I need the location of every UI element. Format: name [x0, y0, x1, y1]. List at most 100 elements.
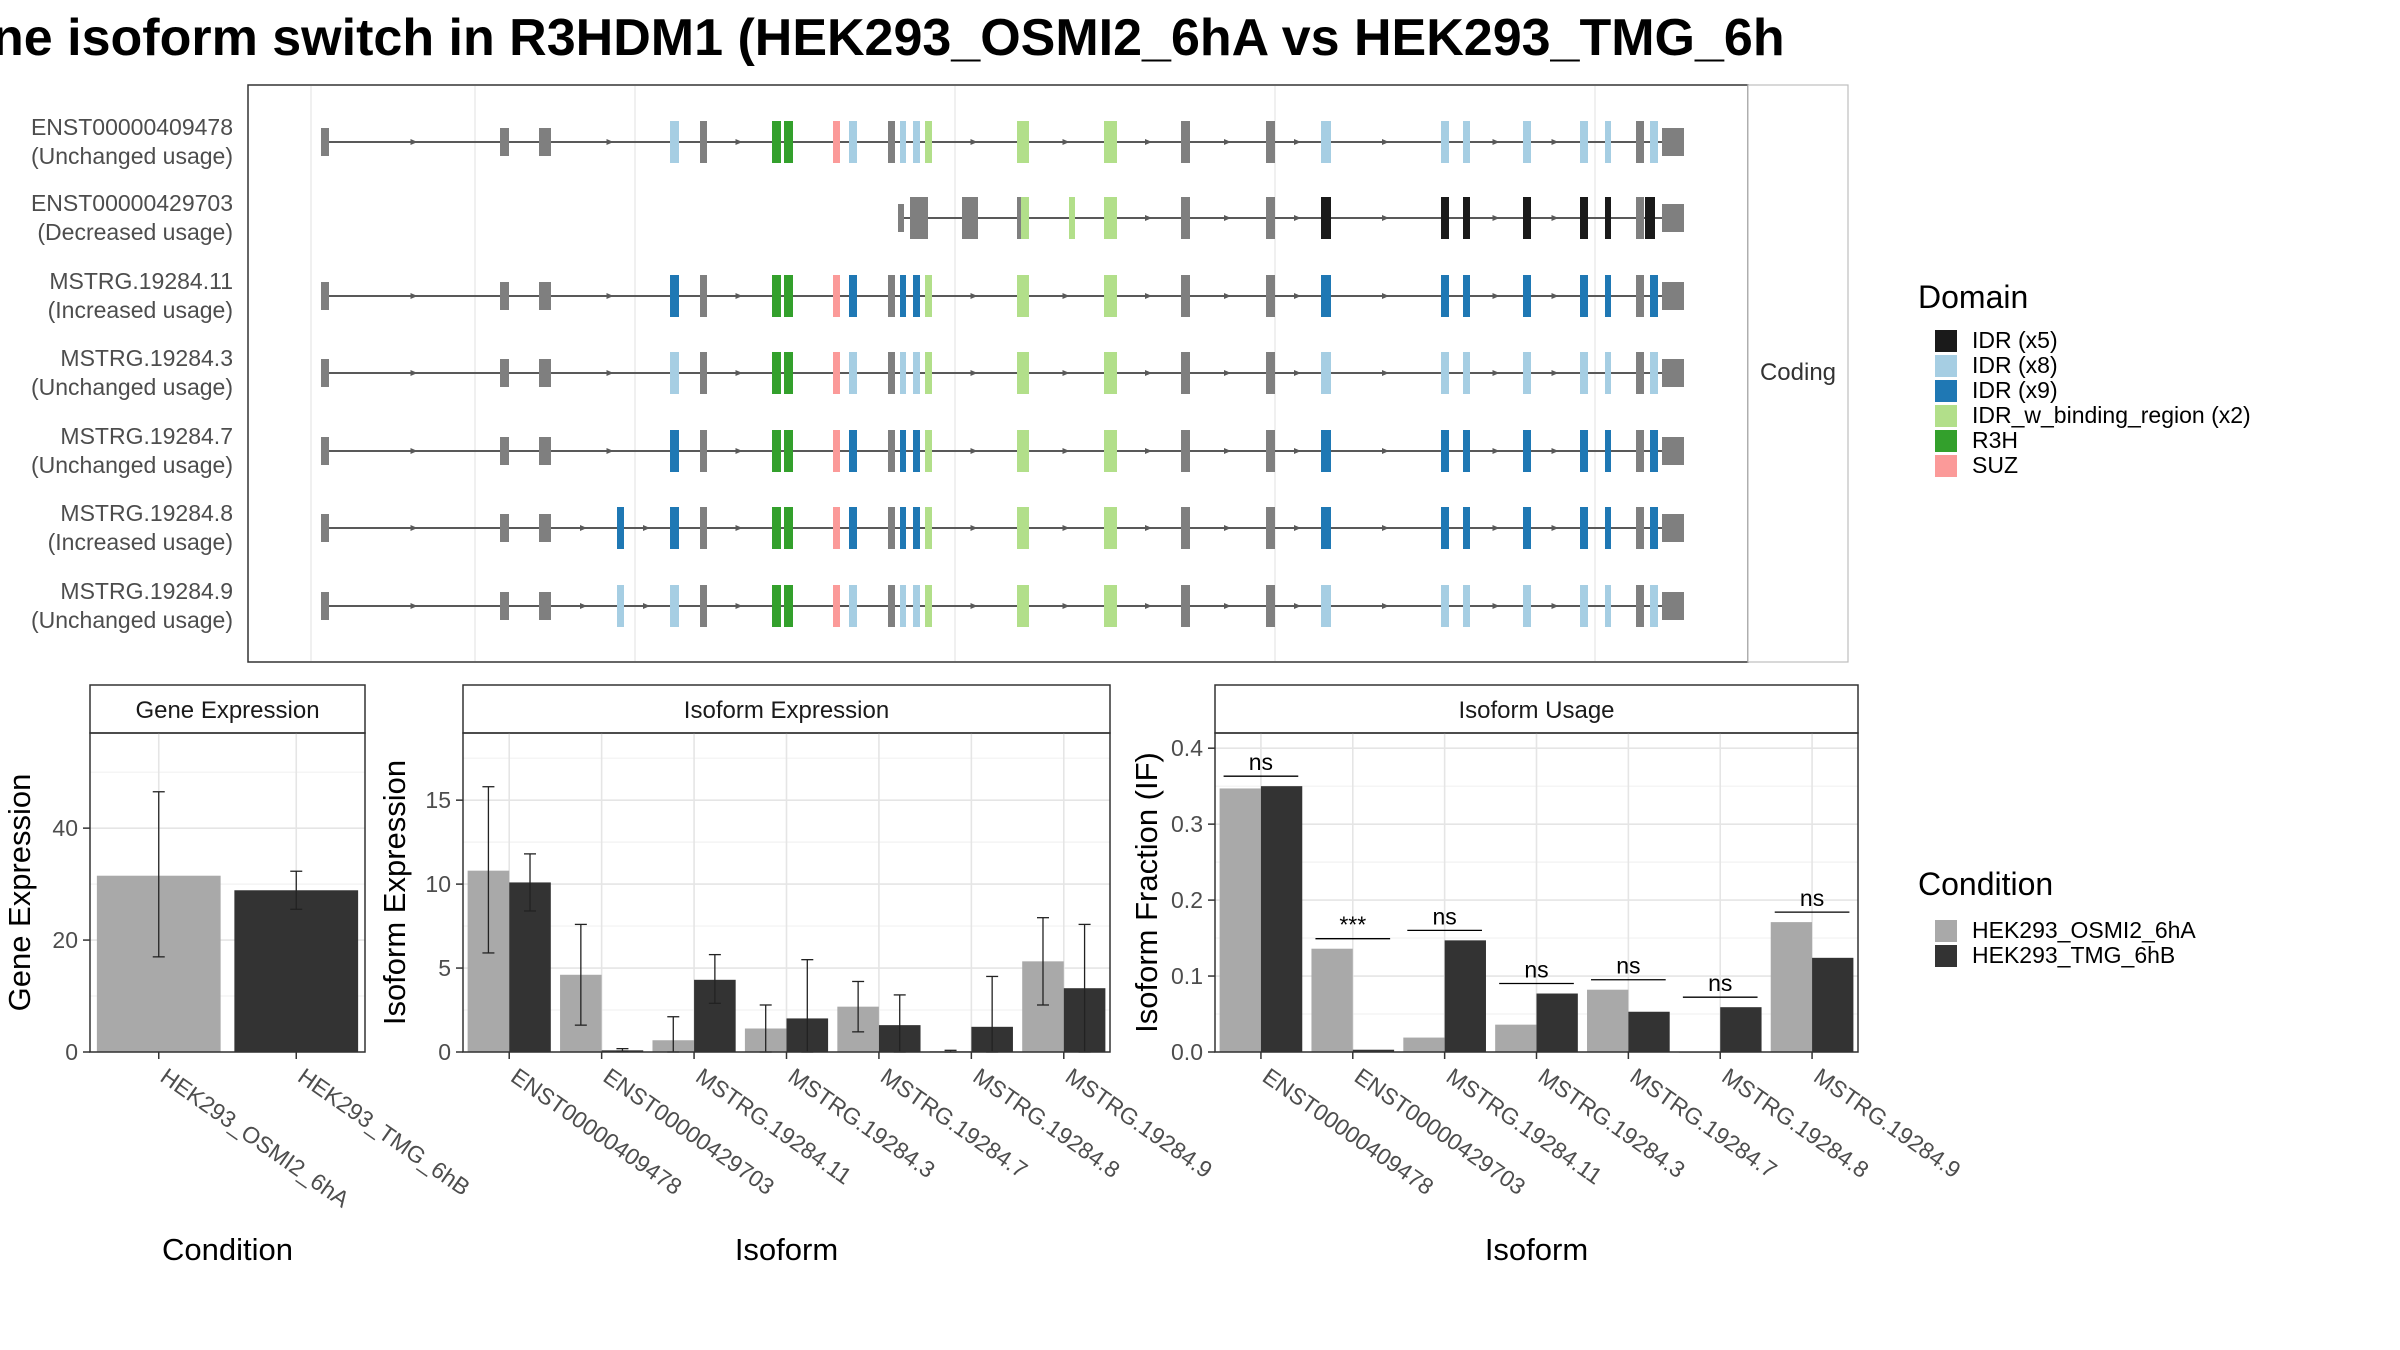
domain-exon: [849, 507, 857, 549]
domain-exon: [670, 507, 679, 549]
isoform-expression-panel: Isoform Expression 0 5 10 15 ENST00000409478E…: [377, 684, 1217, 1267]
domain-exon: [1605, 275, 1611, 317]
domain-exon: [1017, 275, 1029, 317]
domain-exon: [772, 430, 781, 472]
direction-arrow: [1551, 603, 1559, 609]
domain-exon: [772, 352, 781, 394]
domain-exon: [772, 585, 781, 627]
direction-arrow: [580, 603, 587, 609]
utr-exon: [700, 585, 707, 627]
domain-exon: [1017, 507, 1029, 549]
transcript-usage-label: (Unchanged usage): [31, 452, 233, 478]
x-tick-label: ENST00000409478: [506, 1063, 686, 1200]
direction-arrow: [606, 370, 614, 376]
domain-exon: [1321, 585, 1331, 627]
transcript-row: [321, 352, 1684, 394]
domain-exon: [1523, 352, 1531, 394]
bar: [1403, 1037, 1445, 1052]
domain-exon: [670, 585, 679, 627]
domain-exon: [1321, 197, 1331, 239]
direction-arrow: [1145, 603, 1152, 609]
domain-exon: [1104, 197, 1117, 239]
direction-arrow: [1294, 293, 1301, 299]
utr-exon: [500, 514, 509, 542]
utr-exon: [539, 592, 551, 620]
utr-exon: [321, 282, 329, 310]
condition-legend-label: HEK293_TMG_6hB: [1972, 942, 2175, 968]
domain-exon: [1321, 430, 1331, 472]
domain-exon: [1463, 121, 1470, 163]
condition-legend-label: HEK293_OSMI2_6hA: [1972, 917, 2196, 943]
panel-border: [89, 732, 366, 1053]
utr-exon: [321, 514, 329, 542]
bar: [1444, 940, 1486, 1052]
direction-arrow: [1492, 525, 1500, 531]
domain-exon: [849, 352, 857, 394]
y-axis-title: Gene Expression: [2, 774, 37, 1012]
utr-exon: [321, 359, 329, 387]
domain-exon: [1463, 197, 1470, 239]
utr-exon: [700, 275, 707, 317]
domain-exon: [833, 352, 840, 394]
direction-arrow: [970, 370, 978, 376]
utr-exon: [700, 507, 707, 549]
utr-exon: [1181, 275, 1190, 317]
utr-exon: [1266, 275, 1275, 317]
utr-exon: [910, 197, 928, 239]
condition-legend-title: Condition: [1918, 866, 2053, 902]
domain-exon: [1321, 507, 1331, 549]
direction-arrow: [1551, 370, 1559, 376]
direction-arrow: [970, 525, 978, 531]
transcript-id-label: MSTRG.19284.9: [60, 578, 233, 604]
panel-strip-title: Isoform Expression: [684, 697, 889, 724]
bar: [1495, 1024, 1537, 1052]
domain-exon: [1104, 121, 1117, 163]
domain-exon: [1104, 275, 1117, 317]
domain-legend-label: IDR (x5): [1972, 327, 2058, 353]
direction-arrow: [1062, 293, 1070, 299]
utr-exon: [1636, 430, 1644, 472]
panel-border: [462, 732, 1111, 1053]
utr-exon: [888, 121, 895, 163]
y-axis-title: Isoform Expression: [377, 760, 412, 1025]
bar: [1587, 989, 1629, 1052]
domain-exon: [1104, 507, 1117, 549]
domain-exon: [1104, 352, 1117, 394]
domain-legend-key: [1935, 355, 1957, 377]
direction-arrow: [1382, 370, 1389, 376]
utr-exon: [1266, 430, 1275, 472]
domain-exon: [833, 585, 840, 627]
transcript-usage-label: (Unchanged usage): [31, 374, 233, 400]
domain-exon: [913, 275, 920, 317]
y-tick-label: 0.4: [1171, 735, 1203, 761]
y-tick-label: 15: [425, 787, 451, 813]
direction-arrow: [1062, 370, 1070, 376]
direction-arrow: [1492, 139, 1500, 145]
utr-exon: [321, 437, 329, 465]
domain-exon: [784, 430, 793, 472]
transcript-id-label: MSTRG.19284.7: [60, 423, 233, 449]
domain-exon: [1523, 430, 1531, 472]
panel-strip-title: Gene Expression: [135, 697, 319, 724]
bar: [1812, 957, 1854, 1052]
domain-legend: Domain IDR (x5)IDR (x8)IDR (x9)IDR_w_bin…: [1918, 279, 2251, 478]
direction-arrow: [1145, 525, 1152, 531]
utr-exon: [1181, 352, 1190, 394]
significance-label: ns: [1708, 970, 1732, 996]
domain-exon: [1523, 507, 1531, 549]
significance-label: ns: [1249, 749, 1273, 775]
domain-exon: [913, 507, 920, 549]
transcript-id-label: MSTRG.19284.8: [60, 500, 233, 526]
domain-exon: [670, 275, 679, 317]
domain-exon: [1441, 197, 1449, 239]
utr-exon: [539, 359, 551, 387]
direction-arrow: [1224, 215, 1231, 221]
direction-arrow: [1145, 370, 1152, 376]
domain-legend-key: [1935, 430, 1957, 452]
direction-arrow: [1145, 448, 1152, 454]
domain-exon: [849, 430, 857, 472]
utr-exon: [539, 437, 551, 465]
domain-exon: [1580, 430, 1588, 472]
utr-exon: [1636, 507, 1644, 549]
